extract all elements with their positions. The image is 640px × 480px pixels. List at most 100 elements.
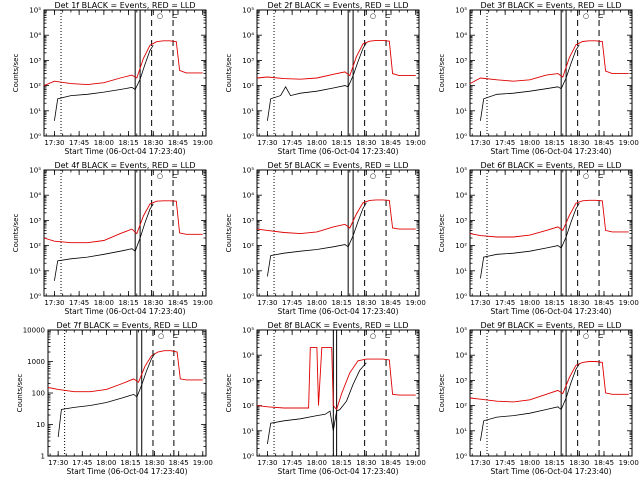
detector-plot-6: Det 6f BLACK = Events, RED = LLD 10⁰ 10¹ 10… bbox=[438, 161, 639, 316]
plot-title: Det 7f BLACK = Events, RED = LLD bbox=[56, 321, 197, 330]
y-axis-label: Counts/sec bbox=[12, 54, 20, 93]
x-axis-label: Start Time (06-Oct-04 17:23:40) bbox=[490, 467, 611, 476]
y-tick-label: 10⁴ bbox=[242, 352, 254, 360]
events-series-line bbox=[267, 202, 367, 277]
x-tick-label: 17:30 bbox=[257, 459, 277, 467]
x-axis-label: Start Time (06-Oct-04 17:23:40) bbox=[277, 307, 398, 316]
marker-symbol: ○ bbox=[370, 172, 376, 180]
x-tick-label: 18:00 bbox=[94, 299, 114, 307]
x-tick-label: 18:00 bbox=[94, 139, 114, 147]
plot-title: Det 9f BLACK = Events, RED = LLD bbox=[480, 321, 621, 330]
x-tick-label: 18:15 bbox=[118, 299, 138, 307]
events-series-line bbox=[480, 363, 580, 441]
y-tick-label: 10³ bbox=[455, 377, 467, 385]
marker-symbol: ○ bbox=[157, 12, 163, 20]
marker-symbol: ⊏ bbox=[385, 172, 391, 180]
x-tick-label: 18:30 bbox=[356, 459, 376, 467]
marker-symbol: ⊏ bbox=[385, 332, 391, 340]
x-tick-label: 18:30 bbox=[569, 139, 589, 147]
y-tick-label: 10² bbox=[242, 242, 254, 250]
y-tick-label: 10¹ bbox=[29, 267, 41, 275]
plot-title: Det 4f BLACK = Events, RED = LLD bbox=[54, 161, 195, 170]
x-tick-label: 18:45 bbox=[381, 139, 401, 147]
y-tick-label: 10⁰ bbox=[455, 453, 467, 461]
y-tick-label: 10⁰ bbox=[242, 293, 254, 301]
x-tick-label: 18:30 bbox=[569, 459, 589, 467]
x-axis-label: Start Time (06-Oct-04 17:23:40) bbox=[277, 467, 398, 476]
y-tick-label: 10¹ bbox=[242, 267, 254, 275]
y-axis-label: Counts/sec bbox=[12, 214, 20, 253]
marker-symbol: ○ bbox=[370, 12, 376, 20]
marker-symbol: ⊏ bbox=[598, 12, 604, 20]
events-series-line bbox=[54, 44, 154, 121]
plot-axes bbox=[469, 169, 633, 297]
x-tick-label: 18:15 bbox=[331, 139, 351, 147]
y-tick-label: 10¹ bbox=[242, 107, 254, 115]
detector-plot-9: Det 9f BLACK = Events, RED = LLD 10⁰ 10¹ 10… bbox=[438, 321, 639, 476]
y-tick-label: 10⁵ bbox=[455, 327, 467, 335]
y-tick-label: 10⁴ bbox=[242, 32, 254, 40]
x-tick-label: 18:45 bbox=[594, 299, 614, 307]
plot-title: Det 6f BLACK = Events, RED = LLD bbox=[480, 161, 621, 170]
x-axis-label: Start Time (06-Oct-04 17:23:40) bbox=[64, 307, 185, 316]
y-tick-label: 10⁵ bbox=[242, 7, 254, 15]
detector-plot-1: Det 1f BLACK = Events, RED = LLD 10⁰ 10¹ 10… bbox=[12, 1, 213, 156]
lld-series-line bbox=[469, 199, 629, 238]
y-tick-label: 10¹ bbox=[242, 427, 254, 435]
lld-series-line bbox=[469, 361, 629, 403]
y-tick-label: 10² bbox=[455, 82, 467, 90]
plot-title: Det 8f BLACK = Events, RED = LLD bbox=[267, 321, 408, 330]
y-tick-label: 10⁰ bbox=[455, 293, 467, 301]
lld-series-line bbox=[43, 40, 203, 87]
x-tick-label: 17:45 bbox=[69, 299, 89, 307]
x-tick-label: 19:00 bbox=[193, 459, 213, 467]
y-tick-label: 10⁵ bbox=[29, 167, 41, 175]
x-tick-label: 19:00 bbox=[406, 299, 426, 307]
y-tick-label: 10³ bbox=[242, 377, 254, 385]
x-tick-label: 18:15 bbox=[331, 299, 351, 307]
y-tick-label: 10⁵ bbox=[455, 7, 467, 15]
y-axis-label: Counts/sec bbox=[225, 54, 233, 93]
x-tick-label: 18:15 bbox=[544, 299, 564, 307]
y-tick-label: 10³ bbox=[29, 57, 41, 65]
plot-axes bbox=[256, 169, 420, 297]
y-tick-label: 10 bbox=[36, 421, 45, 429]
plot-title: Det 3f BLACK = Events, RED = LLD bbox=[480, 1, 621, 10]
x-tick-label: 18:30 bbox=[569, 299, 589, 307]
detector-plot-3: Det 3f BLACK = Events, RED = LLD 10⁰ 10¹ 10… bbox=[438, 1, 639, 156]
y-tick-label: 10³ bbox=[455, 57, 467, 65]
y-tick-label: 10⁰ bbox=[242, 133, 254, 141]
x-axis-label: Start Time (06-Oct-04 17:23:40) bbox=[490, 147, 611, 156]
x-tick-label: 17:45 bbox=[495, 139, 515, 147]
plot-axes bbox=[47, 329, 207, 457]
x-tick-label: 17:30 bbox=[470, 299, 490, 307]
x-tick-label: 18:45 bbox=[594, 459, 614, 467]
y-tick-label: 10⁰ bbox=[242, 453, 254, 461]
y-tick-label: 10¹ bbox=[455, 427, 467, 435]
x-tick-label: 18:15 bbox=[120, 459, 140, 467]
x-axis-label: Start Time (06-Oct-04 17:23:40) bbox=[277, 147, 398, 156]
y-tick-label: 10000 bbox=[23, 327, 45, 335]
x-tick-label: 18:45 bbox=[168, 299, 188, 307]
y-tick-label: 10¹ bbox=[455, 267, 467, 275]
plot-axes bbox=[469, 329, 633, 457]
y-tick-label: 1 bbox=[41, 453, 45, 461]
y-tick-label: 10⁵ bbox=[455, 167, 467, 175]
x-tick-label: 17:30 bbox=[257, 299, 277, 307]
detector-plot-8: Det 8f BLACK = Events, RED = LLD 10⁰ 10¹ 10… bbox=[225, 321, 426, 476]
y-tick-label: 10⁴ bbox=[242, 192, 254, 200]
events-series-line bbox=[267, 362, 367, 445]
x-tick-label: 17:45 bbox=[495, 299, 515, 307]
lld-series-line bbox=[256, 199, 416, 235]
y-tick-label: 10³ bbox=[242, 57, 254, 65]
x-axis-label: Start Time (06-Oct-04 17:23:40) bbox=[64, 147, 185, 156]
y-tick-label: 10⁴ bbox=[455, 192, 467, 200]
y-tick-label: 100 bbox=[32, 390, 45, 398]
y-tick-label: 10³ bbox=[29, 217, 41, 225]
x-tick-label: 17:30 bbox=[257, 139, 277, 147]
y-axis-label: Counts/sec bbox=[225, 374, 233, 413]
events-series-line bbox=[480, 44, 580, 121]
y-axis-label: Counts/sec bbox=[438, 54, 446, 93]
x-tick-label: 18:30 bbox=[144, 459, 164, 467]
marker-symbol: ○ bbox=[583, 332, 589, 340]
